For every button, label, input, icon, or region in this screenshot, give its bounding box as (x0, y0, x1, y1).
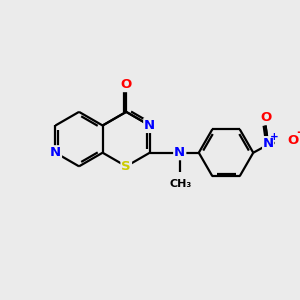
Text: CH₃: CH₃ (170, 179, 192, 189)
Text: O: O (287, 134, 298, 147)
Text: N: N (144, 119, 155, 132)
Text: -: - (296, 126, 300, 139)
Text: O: O (121, 78, 132, 91)
Text: +: + (270, 132, 279, 142)
Text: N: N (263, 137, 274, 150)
Text: N: N (174, 146, 185, 159)
Text: S: S (122, 160, 131, 173)
Text: O: O (260, 111, 271, 124)
Text: N: N (50, 146, 61, 159)
